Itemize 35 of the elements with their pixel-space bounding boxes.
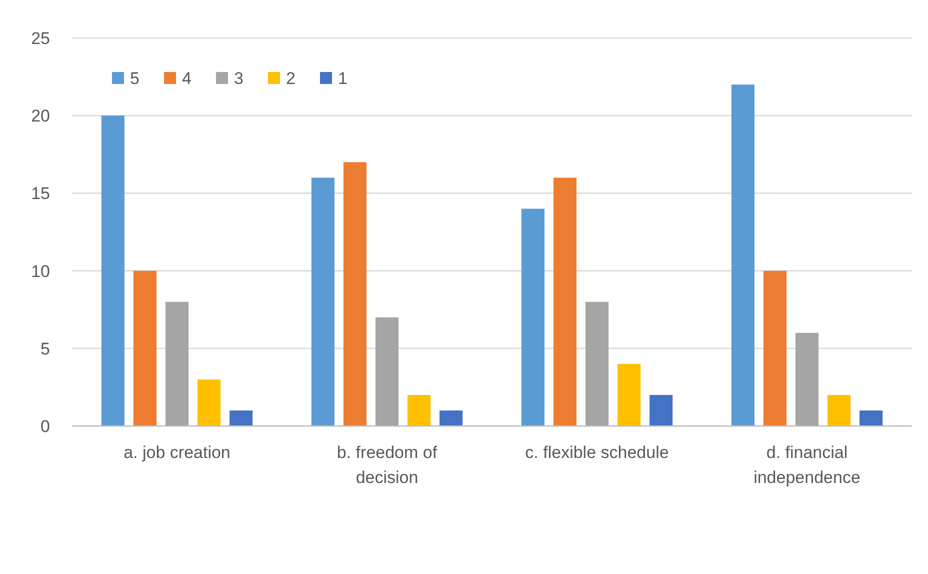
legend-label: 2 — [286, 68, 296, 88]
bar — [521, 208, 544, 426]
y-tick-label: 0 — [40, 416, 50, 436]
bar — [375, 317, 399, 426]
y-tick-label: 10 — [31, 262, 50, 281]
bar — [585, 302, 609, 426]
bar — [165, 302, 189, 426]
legend-label: 4 — [182, 68, 192, 88]
legend-label: 1 — [338, 68, 348, 88]
x-tick-label: d. financial independence — [754, 443, 860, 487]
bar — [343, 162, 366, 426]
x-tick-label: a. job creation — [124, 443, 230, 462]
bar — [553, 178, 576, 426]
bar — [311, 178, 334, 426]
bar — [650, 394, 673, 426]
x-tick-label: c. flexible schedule — [525, 443, 669, 462]
bar — [198, 379, 221, 426]
y-tick-label: 15 — [31, 184, 50, 204]
bar — [795, 332, 819, 426]
legend-label: 3 — [234, 68, 244, 88]
y-tick-label: 5 — [40, 339, 50, 358]
y-tick-label: 20 — [31, 106, 50, 126]
bar — [828, 394, 851, 426]
bar — [440, 410, 463, 426]
y-tick-label: 25 — [31, 28, 50, 48]
bar — [101, 116, 124, 426]
bar — [860, 410, 883, 426]
bar — [408, 394, 431, 426]
bar — [618, 364, 641, 426]
x-tick-label: b. freedom of decision — [336, 443, 438, 487]
bar — [230, 410, 253, 426]
bar — [133, 270, 156, 426]
legend-label: 5 — [130, 68, 140, 88]
bar — [731, 84, 754, 426]
bar — [763, 270, 786, 426]
